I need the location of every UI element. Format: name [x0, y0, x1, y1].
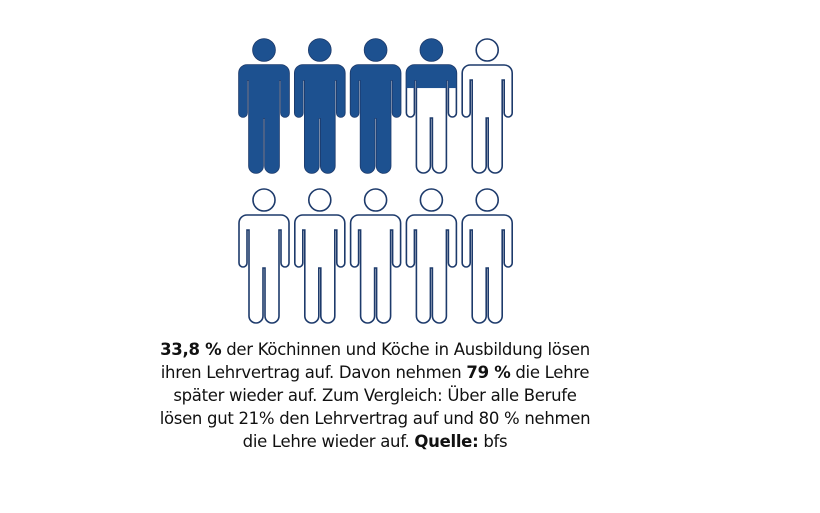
caption: 33,8 % der Köchinnen und Köche in Ausbil… — [150, 338, 600, 453]
person-icon — [405, 38, 458, 174]
person-icon — [405, 188, 458, 324]
person-icon — [349, 38, 402, 174]
caption-text: der Köchinnen und Köche in Ausbildung lö… — [160, 340, 590, 382]
source-label: Quelle: — [414, 432, 479, 451]
person-icon — [461, 38, 514, 174]
person-icon — [293, 38, 346, 174]
person-fill — [350, 39, 401, 173]
source: bfs — [478, 432, 508, 451]
person-icon — [461, 188, 514, 324]
caption-text: die Lehre später wieder auf. Zum Verglei… — [159, 363, 591, 451]
person-icon — [349, 188, 402, 324]
person-fill — [294, 39, 345, 173]
person-icon — [293, 188, 346, 324]
person-icon — [238, 188, 290, 324]
person-fill — [239, 39, 289, 173]
person-icon — [238, 38, 290, 174]
person-fill — [406, 39, 457, 89]
highlight-percent: 79 % — [466, 363, 511, 382]
pictogram — [238, 38, 514, 324]
highlight-percent: 33,8 % — [160, 340, 222, 359]
